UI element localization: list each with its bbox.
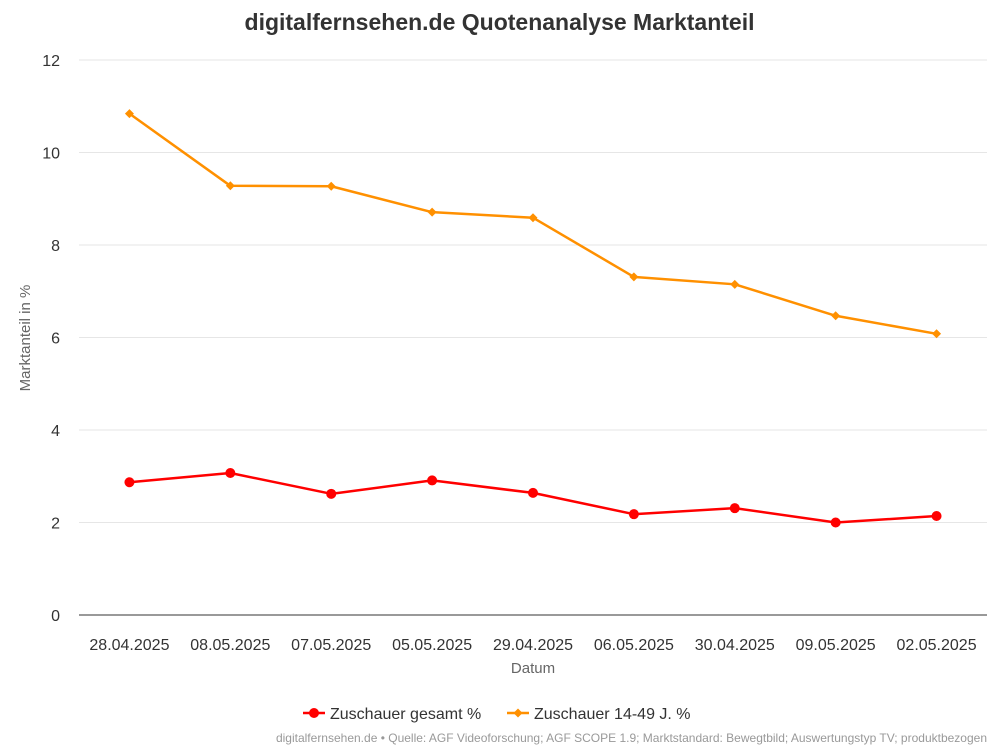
y-tick-label: 10 — [42, 146, 60, 163]
data-point[interactable] — [427, 475, 438, 486]
y-tick-label: 4 — [51, 423, 60, 440]
data-point[interactable] — [225, 181, 235, 191]
data-point[interactable] — [326, 488, 337, 499]
y-tick-label: 8 — [51, 238, 60, 255]
data-point[interactable] — [528, 213, 538, 223]
x-tick-label: 07.05.2025 — [291, 637, 371, 654]
gridlines — [79, 59, 987, 523]
x-tick-label: 08.05.2025 — [190, 637, 270, 654]
x-tick-label: 02.05.2025 — [897, 637, 977, 654]
data-point[interactable] — [931, 511, 942, 522]
y-axis-tick-labels: 0 2 4 6 8 10 12 — [42, 53, 60, 625]
x-axis-tick-labels: 28.04.2025 08.05.2025 07.05.2025 05.05.2025… — [89, 637, 976, 654]
series-group — [124, 468, 942, 528]
x-tick-label: 06.05.2025 — [594, 637, 674, 654]
legend-marker — [513, 708, 523, 718]
legend-label: Zuschauer gesamt % — [330, 706, 481, 723]
x-tick-label: 29.04.2025 — [493, 637, 573, 654]
data-point[interactable] — [932, 329, 942, 339]
data-point[interactable] — [528, 487, 538, 498]
data-point[interactable] — [225, 468, 236, 479]
series-line — [128, 112, 937, 336]
legend-item[interactable]: Zuschauer gesamt % — [303, 706, 481, 723]
legend-item[interactable]: Zuschauer 14-49 J. % — [507, 706, 691, 723]
x-axis-title: Datum — [511, 660, 555, 677]
x-tick-label: 05.05.2025 — [392, 637, 472, 654]
credits-text: digitalfernsehen.de • Quelle: AGF Videof… — [276, 731, 987, 745]
series-lines — [124, 109, 942, 528]
data-point[interactable] — [124, 477, 135, 488]
data-point[interactable] — [629, 272, 639, 282]
y-tick-label: 2 — [51, 516, 60, 533]
data-point[interactable] — [730, 279, 740, 289]
legend-marker — [309, 708, 319, 718]
data-point[interactable] — [427, 207, 437, 217]
data-point[interactable] — [124, 109, 134, 119]
legend: Zuschauer gesamt % Zuschauer 14-49 J. % — [303, 706, 691, 723]
data-point[interactable] — [729, 503, 740, 514]
y-axis-title: Marktanteil in % — [17, 285, 34, 392]
series-group — [124, 109, 942, 339]
x-tick-label: 30.04.2025 — [695, 637, 775, 654]
y-tick-label: 0 — [51, 608, 60, 625]
data-point[interactable] — [326, 181, 336, 191]
legend-label: Zuschauer 14-49 J. % — [534, 706, 691, 723]
x-tick-label: 28.04.2025 — [89, 637, 169, 654]
data-point[interactable] — [830, 517, 841, 528]
y-tick-label: 6 — [51, 331, 60, 348]
y-tick-label: 12 — [42, 53, 60, 70]
chart-title: digitalfernsehen.de Quotenanalyse Markta… — [245, 9, 755, 35]
x-tick-label: 09.05.2025 — [796, 637, 876, 654]
data-point[interactable] — [628, 509, 639, 520]
data-point[interactable] — [831, 311, 841, 321]
